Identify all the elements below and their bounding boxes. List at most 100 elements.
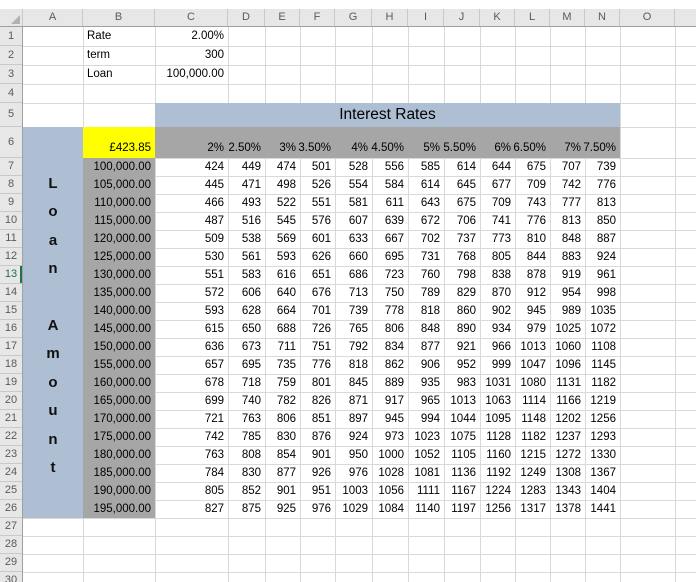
- payment-cell[interactable]: 1131: [556, 377, 581, 389]
- rate-header-cell[interactable]: 5.50%: [443, 142, 476, 154]
- payment-cell[interactable]: 741: [491, 215, 511, 227]
- payment-cell[interactable]: 850: [596, 215, 616, 227]
- payment-cell[interactable]: 474: [276, 161, 296, 173]
- payment-cell[interactable]: 973: [384, 431, 404, 443]
- payment-cell[interactable]: 1308: [555, 467, 581, 479]
- payment-cell[interactable]: 593: [204, 305, 224, 317]
- payment-cell[interactable]: 551: [204, 269, 224, 281]
- payment-cell[interactable]: 818: [348, 359, 368, 371]
- payment-cell[interactable]: 813: [561, 215, 581, 227]
- payment-cell[interactable]: 760: [420, 269, 440, 281]
- payment-cell[interactable]: 644: [491, 161, 511, 173]
- payment-cell[interactable]: 675: [526, 161, 546, 173]
- payment-cell[interactable]: 845: [348, 377, 368, 389]
- payment-cell[interactable]: 1047: [520, 359, 546, 371]
- loan-amount-cell[interactable]: 175,000.00: [93, 431, 151, 443]
- payment-cell[interactable]: 1182: [521, 431, 546, 443]
- payment-cell[interactable]: 675: [456, 197, 476, 209]
- payment-cell[interactable]: 742: [561, 179, 581, 191]
- payment-cell[interactable]: 1293: [590, 431, 616, 443]
- row-header-25[interactable]: 25: [0, 482, 22, 500]
- payment-cell[interactable]: 829: [456, 287, 476, 299]
- payment-cell[interactable]: 718: [241, 377, 261, 389]
- payment-cell[interactable]: 695: [241, 359, 261, 371]
- payment-cell[interactable]: 750: [384, 287, 404, 299]
- payment-cell[interactable]: 917: [384, 395, 404, 407]
- payment-cell[interactable]: 1148: [521, 413, 546, 425]
- payment-cell[interactable]: 739: [596, 161, 616, 173]
- row-header-3[interactable]: 3: [0, 65, 22, 84]
- payment-cell[interactable]: 1272: [555, 449, 581, 461]
- column-header-D[interactable]: D: [228, 9, 265, 26]
- payment-cell[interactable]: 999: [491, 359, 511, 371]
- payment-cell[interactable]: 1081: [414, 467, 440, 479]
- column-header-O[interactable]: O: [620, 9, 675, 26]
- payment-cell[interactable]: 498: [276, 179, 296, 191]
- payment-cell[interactable]: 650: [241, 323, 261, 335]
- rate-header-cell[interactable]: 3.50%: [298, 142, 331, 154]
- payment-cell[interactable]: 945: [526, 305, 546, 317]
- payment-cell[interactable]: 765: [348, 323, 368, 335]
- payment-cell[interactable]: 1182: [591, 377, 616, 389]
- payment-cell[interactable]: 487: [204, 215, 224, 227]
- payment-cell[interactable]: 1202: [555, 413, 581, 425]
- payment-cell[interactable]: 998: [596, 287, 616, 299]
- payment-cell[interactable]: 471: [241, 179, 261, 191]
- payment-cell[interactable]: 1096: [555, 359, 581, 371]
- cell-loan-value[interactable]: 100,000.00: [166, 68, 224, 80]
- payment-cell[interactable]: 1029: [342, 503, 368, 515]
- payment-cell[interactable]: 878: [526, 269, 546, 281]
- payment-cell[interactable]: 813: [596, 197, 616, 209]
- payment-cell[interactable]: 810: [526, 233, 546, 245]
- payment-cell[interactable]: 785: [241, 431, 261, 443]
- payment-cell[interactable]: 901: [276, 485, 296, 497]
- payment-cell[interactable]: 639: [384, 215, 404, 227]
- row-header-12[interactable]: 12: [0, 248, 22, 266]
- row-header-14[interactable]: 14: [0, 284, 22, 302]
- payment-cell[interactable]: 806: [384, 323, 404, 335]
- payment-cell[interactable]: 686: [348, 269, 368, 281]
- payment-cell[interactable]: 848: [561, 233, 581, 245]
- payment-cell[interactable]: 782: [276, 395, 296, 407]
- column-header-J[interactable]: J: [444, 9, 480, 26]
- rate-header-cell[interactable]: 7.50%: [583, 142, 616, 154]
- payment-cell[interactable]: 1060: [555, 341, 581, 353]
- payment-cell[interactable]: 1035: [590, 305, 616, 317]
- payment-cell[interactable]: 1105: [451, 449, 476, 461]
- payment-cell[interactable]: 1140: [415, 503, 440, 515]
- column-header-N[interactable]: N: [585, 9, 620, 26]
- payment-cell[interactable]: 1114: [522, 395, 546, 407]
- payment-cell[interactable]: 739: [348, 305, 368, 317]
- payment-cell-highlighted[interactable]: £423.85: [83, 127, 155, 158]
- payment-cell[interactable]: 672: [420, 215, 440, 227]
- column-header-E[interactable]: E: [265, 9, 300, 26]
- row-header-7[interactable]: 7: [0, 158, 22, 176]
- payment-cell[interactable]: 976: [348, 467, 368, 479]
- payment-cell[interactable]: 844: [526, 251, 546, 263]
- payment-cell[interactable]: 889: [384, 377, 404, 389]
- payment-cell[interactable]: 561: [241, 251, 261, 263]
- payment-cell[interactable]: 660: [348, 251, 368, 263]
- rate-header-cell[interactable]: 2%: [207, 142, 224, 154]
- row-header-18[interactable]: 18: [0, 356, 22, 374]
- payment-cell[interactable]: 445: [204, 179, 224, 191]
- payment-cell[interactable]: 1080: [520, 377, 546, 389]
- payment-cell[interactable]: 731: [420, 251, 440, 263]
- loan-amount-cell[interactable]: 115,000.00: [94, 215, 151, 227]
- payment-cell[interactable]: 556: [384, 161, 404, 173]
- payment-cell[interactable]: 614: [420, 179, 440, 191]
- payment-cell[interactable]: 626: [311, 251, 331, 263]
- payment-cell[interactable]: 1167: [451, 485, 476, 497]
- payment-cell[interactable]: 768: [456, 251, 476, 263]
- payment-cell[interactable]: 945: [384, 413, 404, 425]
- column-header-F[interactable]: F: [300, 9, 335, 26]
- payment-cell[interactable]: 924: [348, 431, 368, 443]
- payment-cell[interactable]: 585: [420, 161, 440, 173]
- payment-cell[interactable]: 545: [276, 215, 296, 227]
- payment-cell[interactable]: 1128: [486, 431, 511, 443]
- payment-cell[interactable]: 636: [204, 341, 224, 353]
- payment-cell[interactable]: 838: [491, 269, 511, 281]
- payment-cell[interactable]: 1084: [378, 503, 404, 515]
- payment-cell[interactable]: 1028: [378, 467, 404, 479]
- payment-cell[interactable]: 526: [311, 179, 331, 191]
